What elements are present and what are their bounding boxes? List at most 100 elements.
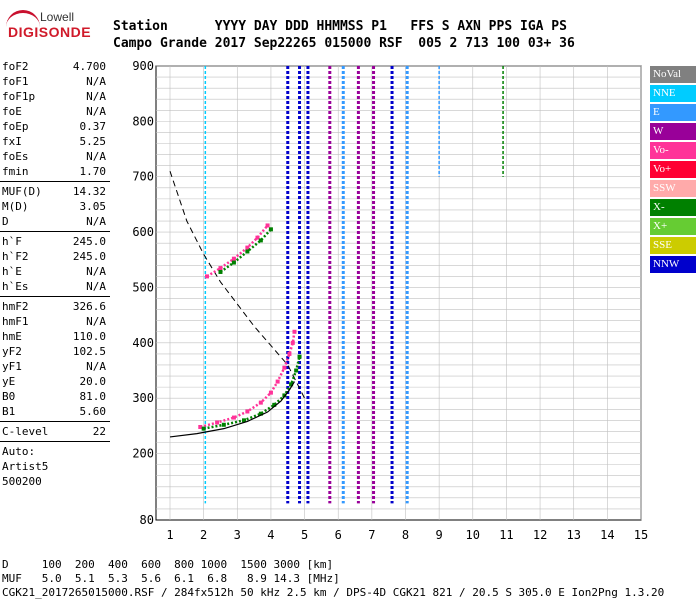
param-value: N/A xyxy=(86,280,106,293)
header-labels: Station YYYY DAY DDD HHMMSS P1 FFS S AXN… xyxy=(113,19,567,34)
param-value: N/A xyxy=(86,90,106,103)
data-point xyxy=(255,235,260,240)
logo-line2: DIGISONDE xyxy=(8,24,92,40)
param-row: yE 20.0 xyxy=(0,374,110,389)
data-point xyxy=(287,351,292,356)
param-name: h`F xyxy=(2,235,22,248)
plot-frame xyxy=(155,65,642,521)
param-name: hmF2 xyxy=(2,300,29,313)
param-row: M(D) 3.05 xyxy=(0,199,110,214)
legend-item-sse: SSE xyxy=(650,237,696,254)
auto-line: Auto: xyxy=(2,445,36,458)
footer-info: CGK21_2017265015000.RSF / 284fx512h 50 k… xyxy=(2,586,665,599)
x-tick-label: 3 xyxy=(234,528,241,542)
param-value: N/A xyxy=(86,75,106,88)
legend-item-ssw: SSW xyxy=(650,180,696,197)
param-divider xyxy=(0,441,110,442)
param-row: hmF1 N/A xyxy=(0,314,110,329)
param-name: h`F2 xyxy=(2,250,29,263)
data-point xyxy=(265,223,270,228)
param-value: N/A xyxy=(86,265,106,278)
param-value: 102.5 xyxy=(72,345,106,358)
param-value: 0.37 xyxy=(79,120,107,133)
param-divider xyxy=(0,421,110,422)
x-tick-label: 2 xyxy=(200,528,207,542)
param-name: D xyxy=(2,215,9,228)
legend-item-w: W xyxy=(650,123,696,140)
param-row: hmE 110.0 xyxy=(0,329,110,344)
x-tick-label: 8 xyxy=(402,528,409,542)
x-tick-label: 11 xyxy=(499,528,513,542)
lowell-digisonde-logo: Lowell DIGISONDE xyxy=(4,8,104,48)
param-row: fmin 1.70 xyxy=(0,164,110,179)
param-name: h`Es xyxy=(2,280,29,293)
y-tick-label: 80 xyxy=(140,513,154,527)
data-point xyxy=(272,402,277,407)
param-name: foF1 xyxy=(2,75,29,88)
trace-line xyxy=(219,228,272,273)
param-value: 20.0 xyxy=(79,375,107,388)
y-tick-label: 700 xyxy=(132,170,154,184)
param-row: h`E N/A xyxy=(0,264,110,279)
param-name: hmE xyxy=(2,330,22,343)
data-point xyxy=(258,238,263,243)
x-tick-label: 12 xyxy=(533,528,547,542)
param-row: foE N/A xyxy=(0,104,110,119)
auto-line: 500200 xyxy=(2,475,42,488)
param-row: B0 81.0 xyxy=(0,389,110,404)
auto-line: Artist5 xyxy=(2,460,49,473)
param-name: MUF(D) xyxy=(2,185,42,198)
param-value: 110.0 xyxy=(72,330,106,343)
x-tick-label: 7 xyxy=(368,528,375,542)
legend-item-vo: Vo+ xyxy=(650,161,696,178)
y-tick-label: 400 xyxy=(132,336,154,350)
param-value: 245.0 xyxy=(72,250,106,263)
y-tick-label: 200 xyxy=(132,447,154,461)
footer-distance-row: D 100 200 400 600 800 1000 1500 3000 [km… xyxy=(2,558,340,571)
param-row: fxI 5.25 xyxy=(0,134,110,149)
param-value: 22 xyxy=(92,425,106,438)
x-tick-label: 4 xyxy=(267,528,274,542)
param-divider xyxy=(0,231,110,232)
param-value: 14.32 xyxy=(72,185,106,198)
header-values: Campo Grande 2017 Sep22265 015000 RSF 00… xyxy=(113,36,575,51)
param-value: 5.60 xyxy=(79,405,107,418)
param-divider xyxy=(0,296,110,297)
param-divider xyxy=(0,181,110,182)
x-tick-label: 6 xyxy=(335,528,342,542)
data-point xyxy=(268,227,273,232)
param-value: N/A xyxy=(86,150,106,163)
param-name: fxI xyxy=(2,135,22,148)
data-point xyxy=(297,354,302,359)
muf-curve xyxy=(169,171,306,399)
param-value: 81.0 xyxy=(79,390,107,403)
param-value: 326.6 xyxy=(72,300,106,313)
legend-item-nnw: NNW xyxy=(650,256,696,273)
param-name: C-level xyxy=(2,425,49,438)
data-point xyxy=(218,266,223,271)
param-row: h`Es N/A xyxy=(0,279,110,294)
param-value: 3.05 xyxy=(79,200,107,213)
param-value: 1.70 xyxy=(79,165,107,178)
x-tick-label: 5 xyxy=(301,528,308,542)
legend-item-noval: NoVal xyxy=(650,66,696,83)
param-value: 4.700 xyxy=(72,60,106,73)
param-value: 245.0 xyxy=(72,235,106,248)
param-name: yE xyxy=(2,375,16,388)
y-tick-label: 900 xyxy=(132,59,154,73)
param-name: yF2 xyxy=(2,345,22,358)
param-name: B0 xyxy=(2,390,16,403)
param-value: N/A xyxy=(86,105,106,118)
logo-arc-icon xyxy=(6,10,40,31)
param-name: B1 xyxy=(2,405,16,418)
param-name: foF2 xyxy=(2,60,29,73)
true-height-profile xyxy=(169,381,295,438)
param-name: hmF1 xyxy=(2,315,29,328)
param-name: foEs xyxy=(2,150,29,163)
param-row: foF1p N/A xyxy=(0,89,110,104)
param-value: N/A xyxy=(86,360,106,373)
param-name: fmin xyxy=(2,165,29,178)
footer: D 100 200 400 600 800 1000 1500 3000 [km… xyxy=(2,558,664,600)
param-value: 5.25 xyxy=(79,135,107,148)
param-name: foEp xyxy=(2,120,29,133)
